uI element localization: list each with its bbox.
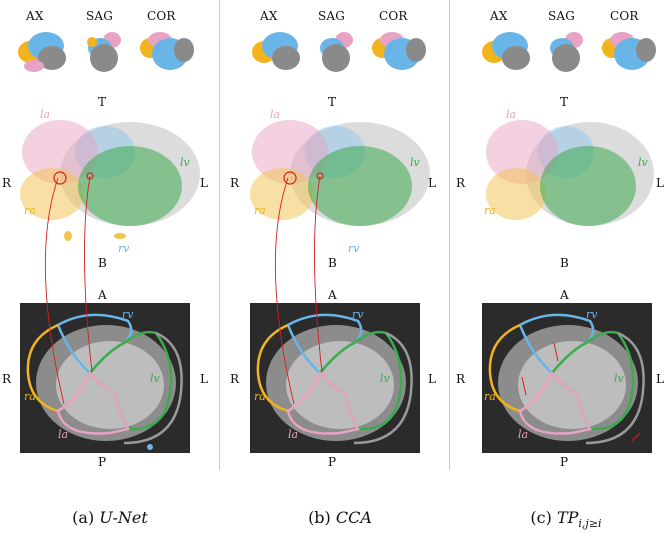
orient-left-mri: L [200, 372, 208, 386]
divider-2 [449, 0, 450, 470]
orient-bottom: B [560, 256, 569, 270]
label-la: la [506, 108, 517, 121]
orient-right-mri: R [456, 372, 466, 386]
thumbnail-sag [550, 32, 583, 72]
mri-slice [20, 303, 190, 453]
label-lv-mri: lv [380, 372, 390, 385]
orient-posterior: P [560, 455, 569, 469]
caption: (b) CCA [230, 508, 450, 527]
orient-top: T [560, 95, 569, 109]
label-la: la [270, 108, 281, 121]
orient-right: R [2, 176, 12, 190]
label-ra: ra [484, 204, 496, 217]
thumbnail-cor [372, 32, 426, 70]
view-label-ax: AX [26, 9, 44, 23]
orient-posterior: P [98, 455, 107, 469]
orient-bottom: B [328, 256, 337, 270]
orient-posterior: P [328, 455, 337, 469]
divider-1 [219, 0, 220, 470]
label-ra: ra [254, 204, 266, 217]
mri-slice [250, 303, 420, 453]
caption: (c) TPi,j≥i [456, 508, 666, 530]
label-lv-mri: lv [614, 372, 624, 385]
orient-anterior: A [98, 288, 107, 302]
orient-anterior: A [328, 288, 337, 302]
view-label-cor: COR [379, 9, 408, 23]
label-rv-mri: rv [352, 308, 364, 321]
thumbnail-ax [252, 32, 300, 70]
label-lv: lv [638, 156, 648, 169]
orient-left: L [656, 176, 664, 190]
view-label-sag: SAG [548, 9, 576, 23]
orient-top: T [98, 95, 107, 109]
thumbnail-cor [140, 32, 194, 70]
caption-subscript: i,j≥i [578, 517, 602, 531]
label-rv: rv [348, 242, 360, 255]
caption-name: CCA [335, 508, 372, 527]
caption-prefix: (a) [72, 508, 95, 527]
orient-bottom: B [98, 256, 107, 270]
thumbnail-sag [87, 32, 121, 72]
label-la-mri: la [58, 428, 69, 441]
view-label-ax: AX [260, 9, 278, 23]
panel-unet: AX SAG COR T R L B la lv ra rv A R L P [0, 0, 220, 534]
orient-left-mri: L [656, 372, 664, 386]
orient-left-mri: L [428, 372, 436, 386]
view-label-sag: SAG [86, 9, 114, 23]
label-lv-mri: lv [150, 372, 160, 385]
thumbnail-sag [320, 32, 353, 72]
heart-3d-render [250, 120, 430, 226]
label-rv: rv [118, 242, 130, 255]
correspondence-arrows [274, 175, 323, 405]
orient-anterior: A [560, 288, 569, 302]
orient-left: L [428, 176, 436, 190]
thumbnail-ax [18, 32, 66, 72]
label-la-mri: la [518, 428, 529, 441]
orient-right-mri: R [230, 372, 240, 386]
label-lv: lv [180, 156, 190, 169]
caption-name: U-Net [99, 508, 148, 527]
heart-3d-render [20, 120, 200, 241]
thumbnail-ax [482, 32, 530, 70]
orient-right: R [456, 176, 466, 190]
caption-prefix: (c) [530, 508, 552, 527]
correspondence-arrows [44, 175, 93, 405]
orient-top: T [328, 95, 337, 109]
view-label-cor: COR [610, 9, 639, 23]
orient-right: R [230, 176, 240, 190]
label-lv: lv [410, 156, 420, 169]
orient-left: L [200, 176, 208, 190]
thumbnail-cor [602, 32, 656, 70]
caption-prefix: (b) [308, 508, 331, 527]
caption: (a) U-Net [0, 508, 220, 527]
label-ra-mri: ra [484, 390, 496, 403]
view-label-sag: SAG [318, 9, 346, 23]
caption-name: TP [556, 508, 579, 527]
label-rv-mri: rv [586, 308, 598, 321]
label-rv-mri: rv [122, 308, 134, 321]
label-ra-mri: ra [24, 390, 36, 403]
panel-tp: AX SAG COR T R L B la lv ra A R L P [456, 0, 666, 534]
panel-cca: AX SAG COR T R L B la lv ra rv A R L P [230, 0, 450, 534]
heart-3d-render [486, 120, 654, 226]
label-ra: ra [24, 204, 36, 217]
label-la: la [40, 108, 51, 121]
view-label-cor: COR [147, 9, 176, 23]
mri-slice [482, 303, 652, 453]
label-ra-mri: ra [254, 390, 266, 403]
orient-right-mri: R [2, 372, 12, 386]
label-la-mri: la [288, 428, 299, 441]
view-label-ax: AX [490, 9, 508, 23]
